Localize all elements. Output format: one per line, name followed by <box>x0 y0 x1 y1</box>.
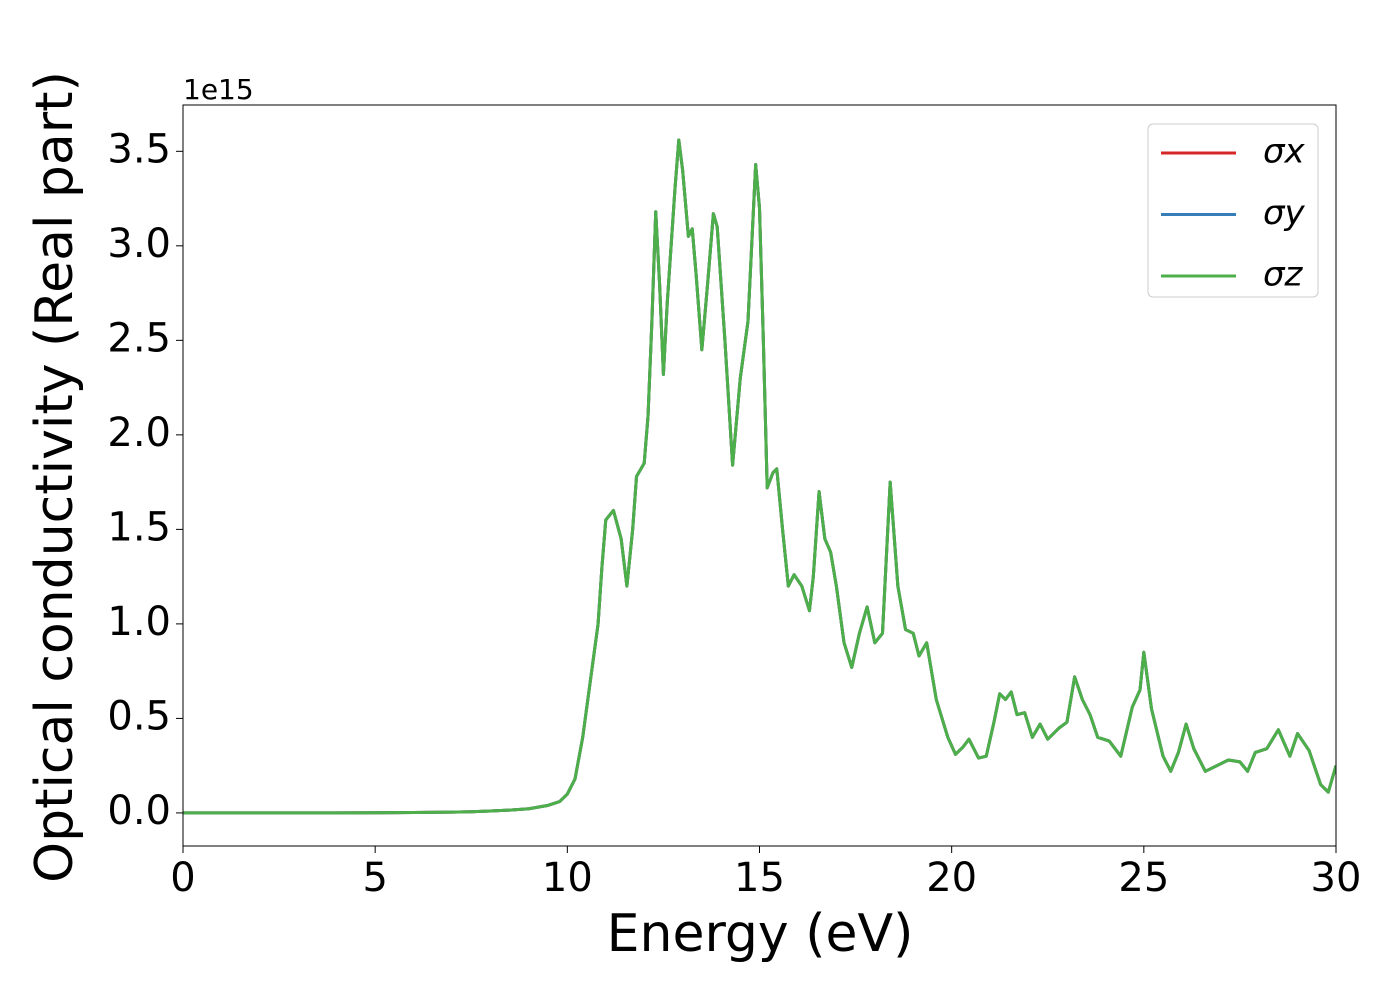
x-tick-label: 15 <box>734 855 785 901</box>
x-tick-label: 10 <box>542 855 593 901</box>
y-tick-label: 0.0 <box>107 788 171 834</box>
y-tick-label: 2.5 <box>107 315 171 361</box>
x-tick-label: 30 <box>1311 855 1362 901</box>
legend-label: σz <box>1263 255 1304 295</box>
legend-label: σx <box>1263 132 1306 172</box>
y-offset-label: 1e15 <box>183 73 254 106</box>
y-tick-label: 0.5 <box>107 693 171 739</box>
y-tick-label: 1.5 <box>107 504 171 550</box>
legend-label: σy <box>1263 193 1306 233</box>
x-tick-label: 5 <box>362 855 387 901</box>
y-tick-label: 3.5 <box>107 126 171 172</box>
y-tick-label: 1.0 <box>107 599 171 645</box>
y-tick-label: 3.0 <box>107 221 171 267</box>
x-tick-label: 25 <box>1118 855 1169 901</box>
legend-box <box>1147 123 1319 298</box>
series-line <box>183 138 1336 815</box>
x-tick-label: 20 <box>926 855 977 901</box>
plot-frame <box>182 104 1337 847</box>
x-tick-label: 0 <box>170 855 195 901</box>
y-tick-label: 2.0 <box>107 410 171 456</box>
x-axis-label: Energy (eV) <box>607 904 914 964</box>
y-axis-label: Optical conductivity (Real part) <box>25 71 85 883</box>
